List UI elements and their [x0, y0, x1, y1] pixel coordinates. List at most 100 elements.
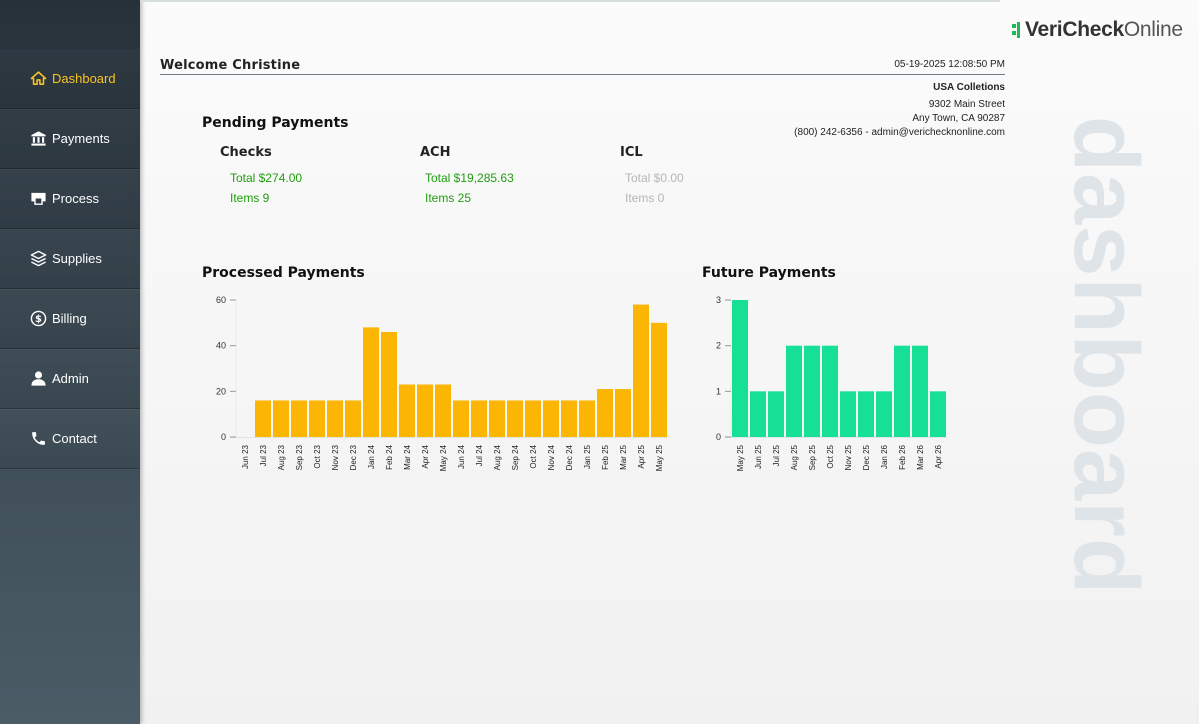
logo-text-secondary: Online [1123, 18, 1183, 41]
chart-bar[interactable] [912, 345, 928, 437]
logo-mark-icon [1012, 22, 1024, 38]
chart-bar[interactable] [435, 384, 451, 437]
sidebar-item-admin[interactable]: Admin [0, 349, 140, 409]
sidebar-item-dashboard[interactable]: Dashboard [0, 49, 140, 109]
chart-bar[interactable] [273, 400, 289, 437]
x-tick-label: Apr 26 [934, 444, 943, 468]
x-tick-label: Oct 25 [826, 444, 835, 468]
x-tick-label: Sep 23 [295, 444, 304, 470]
chart-bar[interactable] [858, 391, 874, 437]
chart-bar[interactable] [615, 389, 631, 437]
sidebar-item-label: Payments [52, 131, 110, 146]
x-tick-label: Jul 23 [259, 444, 268, 466]
x-tick-label: Jul 25 [772, 444, 781, 466]
processed-payments-svg: 0 20 40 60 Jun 23 Jul 23 Aug 23 Sep 23 Oct 23 Nov… [216, 295, 668, 471]
chart-bar[interactable] [804, 345, 820, 437]
pending-ach-total: Total $19,285.63 [425, 171, 514, 185]
y-tick-label: 40 [216, 341, 226, 351]
chart-bar[interactable] [507, 400, 523, 437]
chart-bar[interactable] [732, 300, 748, 437]
y-tick-label: 0 [221, 432, 226, 442]
chart-bar[interactable] [327, 400, 343, 437]
chart-bar[interactable] [633, 304, 649, 437]
chart-bar[interactable] [561, 400, 577, 437]
y-tick-label: 3 [716, 295, 721, 305]
x-tick-label: Dec 24 [565, 444, 574, 470]
chart-bar[interactable] [930, 391, 946, 437]
current-datetime: 05-19-2025 12:08:50 PM [894, 59, 1005, 70]
watermark-text: dashboard [1055, 115, 1158, 595]
x-tick-label: Jun 24 [457, 444, 466, 469]
sidebar-item-billing[interactable]: $ Billing [0, 289, 140, 349]
x-tick-label: Jan 26 [880, 444, 889, 469]
chart-bar[interactable] [345, 400, 361, 437]
sidebar-item-label: Process [52, 191, 99, 206]
chart-bar[interactable] [471, 400, 487, 437]
chart-bar[interactable] [651, 322, 667, 437]
chart-bar[interactable] [255, 400, 271, 437]
logo-text-primary: VeriCheck [1025, 18, 1124, 41]
x-tick-label: Jan 24 [367, 444, 376, 469]
sidebar-item-supplies[interactable]: Supplies [0, 229, 140, 289]
x-tick-label: Mar 25 [619, 444, 628, 469]
x-tick-label: Aug 23 [277, 444, 286, 470]
company-address-line2: Any Town, CA 90287 [912, 113, 1005, 124]
chart-bar[interactable] [768, 391, 784, 437]
chart-bar[interactable] [840, 391, 856, 437]
pending-ach-label: ACH [420, 145, 451, 160]
chart-bar[interactable] [822, 345, 838, 437]
sidebar-item-process[interactable]: Process [0, 169, 140, 229]
dollar-circle-icon: $ [29, 310, 47, 328]
chart-bar[interactable] [399, 384, 415, 437]
x-tick-label: Sep 24 [511, 444, 520, 470]
chart-bar[interactable] [579, 400, 595, 437]
x-tick-label: Jan 25 [583, 444, 592, 469]
chart-bar[interactable] [750, 391, 766, 437]
sidebar-item-payments[interactable]: Payments [0, 109, 140, 169]
chart-bar[interactable] [876, 391, 892, 437]
page-title: Welcome Christine [160, 58, 301, 73]
user-icon [29, 370, 47, 388]
pending-icl-total: Total $0.00 [625, 171, 684, 185]
processed-payments-chart: 0 20 40 60 Jun 23 Jul 23 Aug 23 Sep 23 Oct 23 Nov… [200, 288, 680, 493]
x-tick-label: Apr 25 [637, 444, 646, 468]
chart-bar[interactable] [786, 345, 802, 437]
page-watermark: dashboard [1036, 105, 1176, 605]
x-tick-label: Nov 24 [547, 444, 556, 470]
company-address-line1: 9302 Main Street [928, 99, 1005, 110]
chart-bar[interactable] [381, 331, 397, 437]
chart-bar[interactable] [417, 384, 433, 437]
chart-bar[interactable] [363, 327, 379, 437]
chart-bar[interactable] [597, 389, 613, 437]
x-tick-label: Jun 25 [754, 444, 763, 469]
x-tick-label: Dec 25 [862, 444, 871, 470]
future-payments-svg: 0 1 2 3 May 25 Jun 25 Jul 25 Aug 25 Sep 25 Oct 25… [716, 295, 947, 471]
x-tick-label: Feb 24 [385, 444, 394, 469]
bank-icon [29, 130, 47, 148]
future-payments-chart: 0 1 2 3 May 25 Jun 25 Jul 25 Aug 25 Sep 25 Oct 25… [700, 288, 960, 493]
x-tick-label: Jul 24 [475, 444, 484, 466]
chart-bar[interactable] [489, 400, 505, 437]
chart-bar[interactable] [453, 400, 469, 437]
pending-checks-label: Checks [220, 145, 272, 160]
pending-ach-items: Items 25 [425, 191, 472, 205]
chart-bar[interactable] [291, 400, 307, 437]
pending-payments-title: Pending Payments [202, 115, 349, 131]
y-tick-label: 20 [216, 386, 226, 396]
x-tick-label: May 25 [655, 444, 664, 471]
sidebar-item-contact[interactable]: Contact [0, 409, 140, 469]
sidebar-item-label: Admin [52, 371, 89, 386]
chart-bar[interactable] [543, 400, 559, 437]
pending-icl-label: ICL [620, 145, 643, 160]
chart-bar[interactable] [894, 345, 910, 437]
chart-bar[interactable] [309, 400, 325, 437]
company-info: USA Colletions 9302 Main Street Any Town… [700, 81, 1005, 140]
future-payments-title: Future Payments [702, 265, 836, 281]
chart-bar[interactable] [525, 400, 541, 437]
pending-checks: Checks Total $274.00 Items 9 [220, 145, 410, 208]
x-tick-label: Oct 23 [313, 444, 322, 468]
layers-icon [29, 250, 47, 268]
x-tick-label: Oct 24 [529, 444, 538, 468]
pending-ach: ACH Total $19,285.63 Items 25 [420, 145, 610, 208]
x-tick-label: Aug 24 [493, 444, 502, 470]
